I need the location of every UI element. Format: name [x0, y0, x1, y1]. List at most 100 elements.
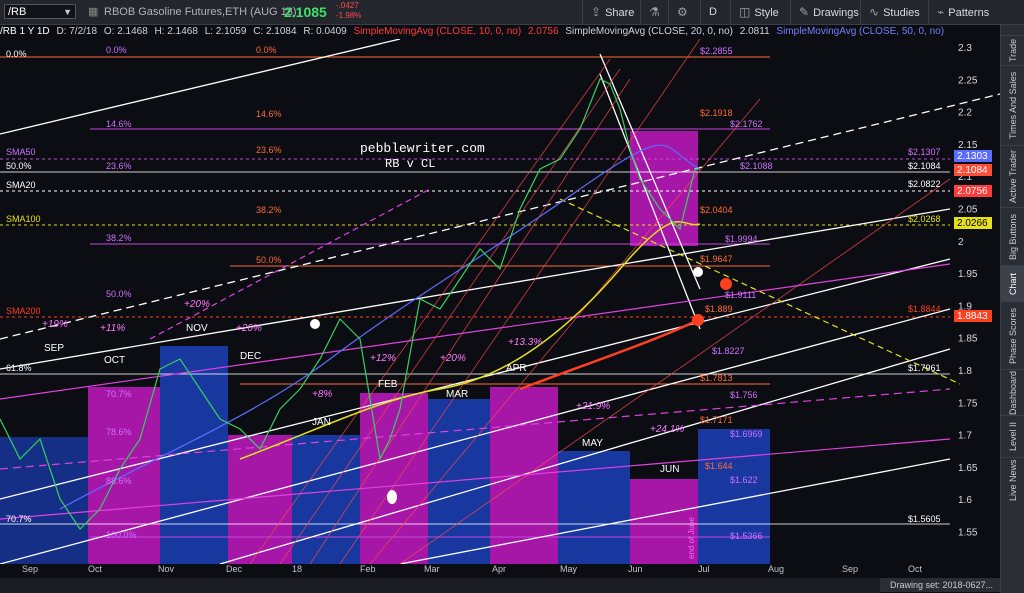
x-axis-label: Apr: [492, 564, 507, 574]
gear-button[interactable]: ⚙: [668, 0, 692, 24]
level-label: $2.1918: [700, 108, 733, 118]
level-label: $1.9994: [725, 234, 758, 244]
y-axis-label: 1.6: [958, 495, 972, 506]
fib-label: 50.0%: [106, 289, 132, 299]
interval-button[interactable]: D: [700, 0, 717, 24]
x-axis-label: Dec: [226, 564, 243, 574]
footer-bar: [0, 578, 880, 593]
level-label: $1.756: [730, 390, 758, 400]
sma10-label[interactable]: SimpleMovingAvg (CLOSE, 10, 0, no): [353, 26, 522, 37]
sidebar-tab-live-news[interactable]: Live News: [1001, 457, 1024, 503]
sma10-value: 2.0756: [527, 26, 559, 37]
marker-dot: [387, 490, 397, 504]
sma-label: SMA20: [6, 180, 36, 190]
month-block: [292, 435, 360, 564]
info-high: H: 2.1468: [154, 26, 198, 37]
level-label: $2.0822: [908, 179, 941, 189]
level-label: $1.7813: [700, 373, 733, 383]
sma-label: SMA200: [6, 306, 41, 316]
x-axis-label: Feb: [360, 564, 376, 574]
gear-icon: ⚙: [677, 5, 688, 19]
level-label: $2.1084: [908, 161, 941, 171]
level-label: $1.7961: [908, 363, 941, 373]
drawings-button[interactable]: ✎ Drawings: [790, 0, 859, 24]
share-button[interactable]: ⇪ Share: [582, 0, 634, 24]
fib-label: 50.0%: [6, 161, 32, 171]
month-block: [698, 429, 770, 564]
marker-dot: [693, 267, 703, 277]
price-tag: 2.0756: [954, 185, 992, 197]
svg-text:2.0266: 2.0266: [957, 218, 988, 229]
fib-label: 88.6%: [106, 476, 132, 486]
drawing-set-selector[interactable]: Drawing set: 2018-0627...: [880, 578, 1000, 592]
sidebar-tab-times-and-sales[interactable]: Times And Sales: [1001, 65, 1024, 145]
month-block: [490, 387, 558, 564]
fib-label: 70.7%: [6, 514, 32, 524]
level-label: $2.1762: [730, 119, 763, 129]
pct-label: +8%: [312, 389, 332, 400]
marker-dot: [310, 319, 320, 329]
sidebar-tab-active-trader[interactable]: Active Trader: [1001, 145, 1024, 207]
sma20-label[interactable]: SimpleMovingAvg (CLOSE, 20, 0, no): [565, 26, 733, 37]
month-block: [630, 479, 698, 564]
month-block: [0, 437, 88, 564]
price-chart[interactable]: pebblewriter.com RB v CL SMA50 SMA20 SMA…: [0, 38, 1001, 573]
level-label: $2.0268: [908, 214, 941, 224]
level-label: $1.9647: [700, 254, 733, 264]
fib-label: 100.0%: [106, 530, 137, 540]
sidebar-tab-level-ii[interactable]: Level II: [1001, 415, 1024, 457]
sidebar-tab-phase-scores[interactable]: Phase Scores: [1001, 301, 1024, 369]
level-label: $2.1307: [908, 147, 941, 157]
style-button[interactable]: ◫ Style: [730, 0, 779, 24]
sma50-label[interactable]: SimpleMovingAvg (CLOSE, 50, 0, no): [776, 26, 945, 37]
fib-label: 0.0%: [256, 45, 277, 55]
svg-text:2.0756: 2.0756: [957, 186, 988, 197]
month-label: APR: [506, 363, 527, 374]
x-axis-label: May: [560, 564, 578, 574]
y-axis-label: 2.05: [958, 205, 978, 216]
fib-label: 50.0%: [256, 255, 282, 265]
symbol-input[interactable]: /RB ▼: [4, 4, 76, 19]
fib-label: 23.6%: [106, 161, 132, 171]
pct-label: +24.1%: [650, 424, 684, 435]
x-axis-label: Sep: [22, 564, 39, 574]
sma-label: SMA50: [6, 147, 36, 157]
level-label: $1.7171: [700, 415, 733, 425]
x-axis-label: Jul: [698, 564, 710, 574]
chart-canvas[interactable]: pebblewriter.com RB v CL SMA50 SMA20 SMA…: [0, 38, 1001, 565]
pct-label: +19%: [42, 319, 68, 330]
month-label: JAN: [312, 417, 331, 428]
y-axis-label: 1.55: [958, 528, 978, 539]
y-axis-label: 1.75: [958, 398, 978, 409]
flask-icon: ⚗: [649, 5, 660, 19]
sidebar-tab-trade[interactable]: Trade: [1001, 35, 1024, 65]
pct-label: +11%: [100, 323, 125, 334]
month-label: DEC: [240, 351, 261, 362]
svg-text:1.8843: 1.8843: [957, 311, 988, 322]
studies-button[interactable]: ∿ Studies: [860, 0, 920, 24]
sidebar-tab-chart[interactable]: Chart: [1001, 265, 1024, 301]
top-toolbar: /RB ▼ ▦ RBOB Gasoline Futures,ETH (AUG 18…: [0, 0, 1024, 25]
y-axis-label: 2.3: [958, 43, 972, 54]
y-axis-label: 1.85: [958, 334, 978, 345]
info-range: R: 0.0409: [303, 26, 347, 37]
site-label: pebblewriter.com: [360, 141, 485, 156]
sidebar-tab-big-buttons[interactable]: Big Buttons: [1001, 207, 1024, 265]
level-label: $2.0404: [700, 205, 733, 215]
info-close: C: 2.1084: [253, 26, 297, 37]
patterns-button[interactable]: ⌁ Patterns: [928, 0, 989, 24]
month-label: MAY: [582, 438, 603, 449]
fib-label: 38.2%: [256, 205, 282, 215]
price-tag: 2.1303: [954, 150, 992, 162]
x-axis-label: Mar: [424, 564, 440, 574]
pct-label: +21.9%: [576, 401, 610, 412]
drawing-icon: ✎: [799, 5, 810, 19]
y-axis-label: 2.1: [958, 172, 972, 183]
lock-icon[interactable]: ▦: [88, 6, 99, 18]
level-label: $1.5605: [908, 514, 941, 524]
sidebar-tab-dashboard[interactable]: Dashboard: [1001, 369, 1024, 415]
y-axis-label: 2.2: [958, 108, 972, 119]
svg-text:2.1084: 2.1084: [957, 165, 988, 176]
chevron-down-icon[interactable]: ▼: [63, 7, 72, 17]
flask-button[interactable]: ⚗: [640, 0, 664, 24]
